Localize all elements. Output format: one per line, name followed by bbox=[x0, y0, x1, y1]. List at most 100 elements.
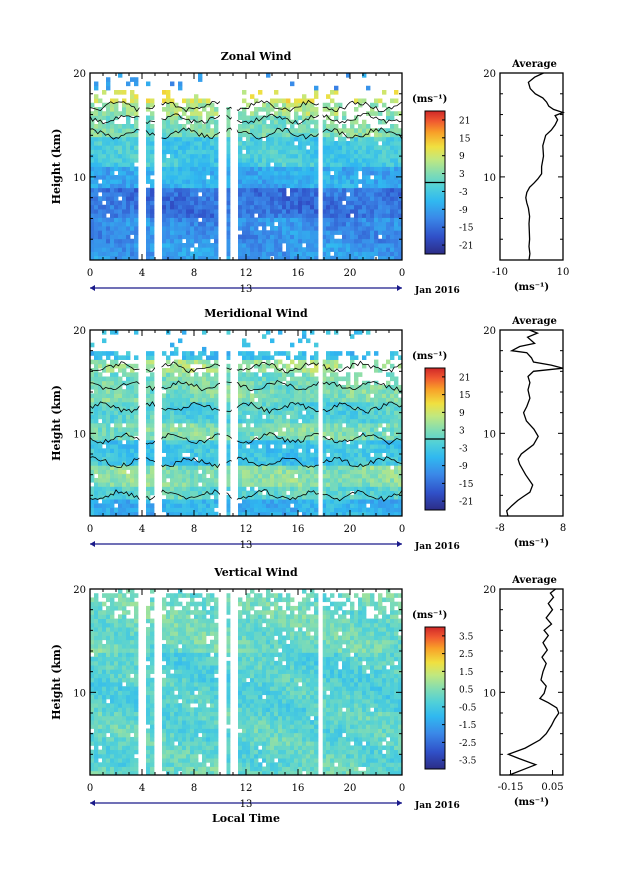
heatmap-cell bbox=[266, 73, 271, 78]
heatmap-cell bbox=[126, 81, 131, 87]
heatmap-cell bbox=[322, 389, 327, 394]
heatmap-cell bbox=[270, 452, 275, 458]
heatmap-cell bbox=[294, 427, 299, 432]
heatmap-cell bbox=[162, 213, 167, 218]
heatmap-cell bbox=[186, 376, 191, 382]
heatmap-cell bbox=[350, 179, 355, 184]
heatmap-cell bbox=[178, 482, 183, 487]
heatmap-cell bbox=[274, 490, 279, 496]
heatmap-cell bbox=[390, 410, 395, 415]
heatmap-cell bbox=[254, 372, 259, 377]
heatmap-cell bbox=[166, 90, 171, 95]
heatmap-cell bbox=[302, 234, 307, 240]
heatmap-cell bbox=[134, 397, 139, 403]
heatmap-cell bbox=[210, 217, 215, 223]
heatmap-cell bbox=[350, 158, 355, 163]
heatmap-cell bbox=[90, 401, 95, 407]
heatmap-cell bbox=[214, 452, 219, 458]
heatmap-cell bbox=[282, 102, 287, 108]
heatmap-cell bbox=[242, 196, 247, 201]
heatmap-cell bbox=[210, 486, 215, 492]
heatmap-cell bbox=[114, 238, 119, 244]
heatmap-cell bbox=[102, 511, 107, 517]
heatmap-cell bbox=[330, 355, 335, 360]
heatmap-cell bbox=[102, 230, 107, 235]
heatmap-cell bbox=[382, 234, 387, 240]
heatmap-cell bbox=[94, 153, 99, 159]
heatmap-cell bbox=[206, 234, 211, 240]
heatmap-cell bbox=[282, 196, 287, 201]
heatmap-cell bbox=[194, 431, 199, 437]
heatmap-cell bbox=[130, 98, 135, 104]
heatmap-cell bbox=[238, 435, 243, 441]
heatmap-cell bbox=[306, 511, 311, 517]
heatmap-cell bbox=[354, 226, 359, 231]
heatmap-cell bbox=[306, 115, 311, 121]
heatmap-cell bbox=[130, 251, 135, 257]
heatmap-cell bbox=[382, 414, 387, 420]
heatmap-cell bbox=[174, 102, 179, 108]
heatmap-cell bbox=[286, 473, 291, 479]
heatmap-cell bbox=[194, 221, 199, 227]
heatmap-cell bbox=[106, 486, 111, 492]
heatmap-cell bbox=[374, 397, 379, 403]
heatmap-cell bbox=[130, 499, 135, 504]
heatmap-cell bbox=[314, 141, 319, 146]
heatmap-cell bbox=[198, 183, 203, 189]
heatmap-cell bbox=[102, 503, 107, 508]
heatmap-cell bbox=[106, 448, 111, 453]
heatmap-cell bbox=[90, 132, 95, 138]
heatmap-cell bbox=[178, 511, 183, 517]
heatmap-cell bbox=[310, 397, 315, 403]
heatmap-cell bbox=[338, 162, 343, 167]
heatmap-cell bbox=[214, 234, 219, 240]
heatmap-cell bbox=[346, 179, 351, 184]
heatmap-cell bbox=[162, 418, 167, 424]
heatmap-cell bbox=[290, 179, 295, 184]
heatmap-cell bbox=[314, 111, 319, 116]
heatmap-cell bbox=[374, 461, 379, 466]
heatmap-cell bbox=[394, 465, 399, 470]
heatmap-cell bbox=[290, 247, 295, 252]
heatmap-cell bbox=[186, 427, 191, 432]
heatmap-cell bbox=[178, 162, 183, 167]
heatmap-cell bbox=[186, 243, 191, 248]
heatmap-cell bbox=[182, 132, 187, 138]
heatmap-cell bbox=[98, 503, 103, 508]
heatmap-cell bbox=[162, 448, 167, 453]
heatmap-cell bbox=[110, 444, 115, 449]
heatmap-cell bbox=[242, 427, 247, 432]
heatmap-cell bbox=[334, 200, 339, 206]
heatmap-cell bbox=[250, 482, 255, 487]
heatmap-cell bbox=[350, 183, 355, 189]
heatmap-cell bbox=[262, 124, 267, 129]
heatmap-cell bbox=[150, 153, 155, 159]
heatmap-cell bbox=[98, 410, 103, 415]
heatmap-cell bbox=[170, 499, 175, 504]
heatmap-cell bbox=[366, 213, 371, 218]
heatmap-cell bbox=[226, 427, 231, 432]
heatmap-cell bbox=[126, 397, 131, 403]
heatmap-cell bbox=[250, 243, 255, 248]
heatmap-cell bbox=[358, 461, 363, 466]
heatmap-cell bbox=[170, 132, 175, 138]
heatmap-cell bbox=[374, 452, 379, 458]
heatmap-cell bbox=[270, 183, 275, 189]
heatmap-cell bbox=[390, 217, 395, 223]
heatmap-cell bbox=[366, 486, 371, 492]
heatmap-cell bbox=[130, 230, 135, 235]
heatmap-cell bbox=[362, 414, 367, 420]
heatmap-cell bbox=[94, 141, 99, 146]
heatmap-cell bbox=[282, 128, 287, 133]
heatmap-cell bbox=[398, 477, 403, 483]
heatmap-cell bbox=[386, 145, 391, 150]
heatmap-cell bbox=[294, 132, 299, 138]
heatmap-cell bbox=[334, 124, 339, 129]
heatmap-cell bbox=[374, 234, 379, 240]
heatmap-cell bbox=[110, 477, 115, 483]
heatmap-cell bbox=[378, 213, 383, 218]
heatmap-cell bbox=[118, 247, 123, 252]
heatmap-cell bbox=[258, 183, 263, 189]
heatmap-cell bbox=[358, 132, 363, 138]
heatmap-cell bbox=[330, 230, 335, 235]
